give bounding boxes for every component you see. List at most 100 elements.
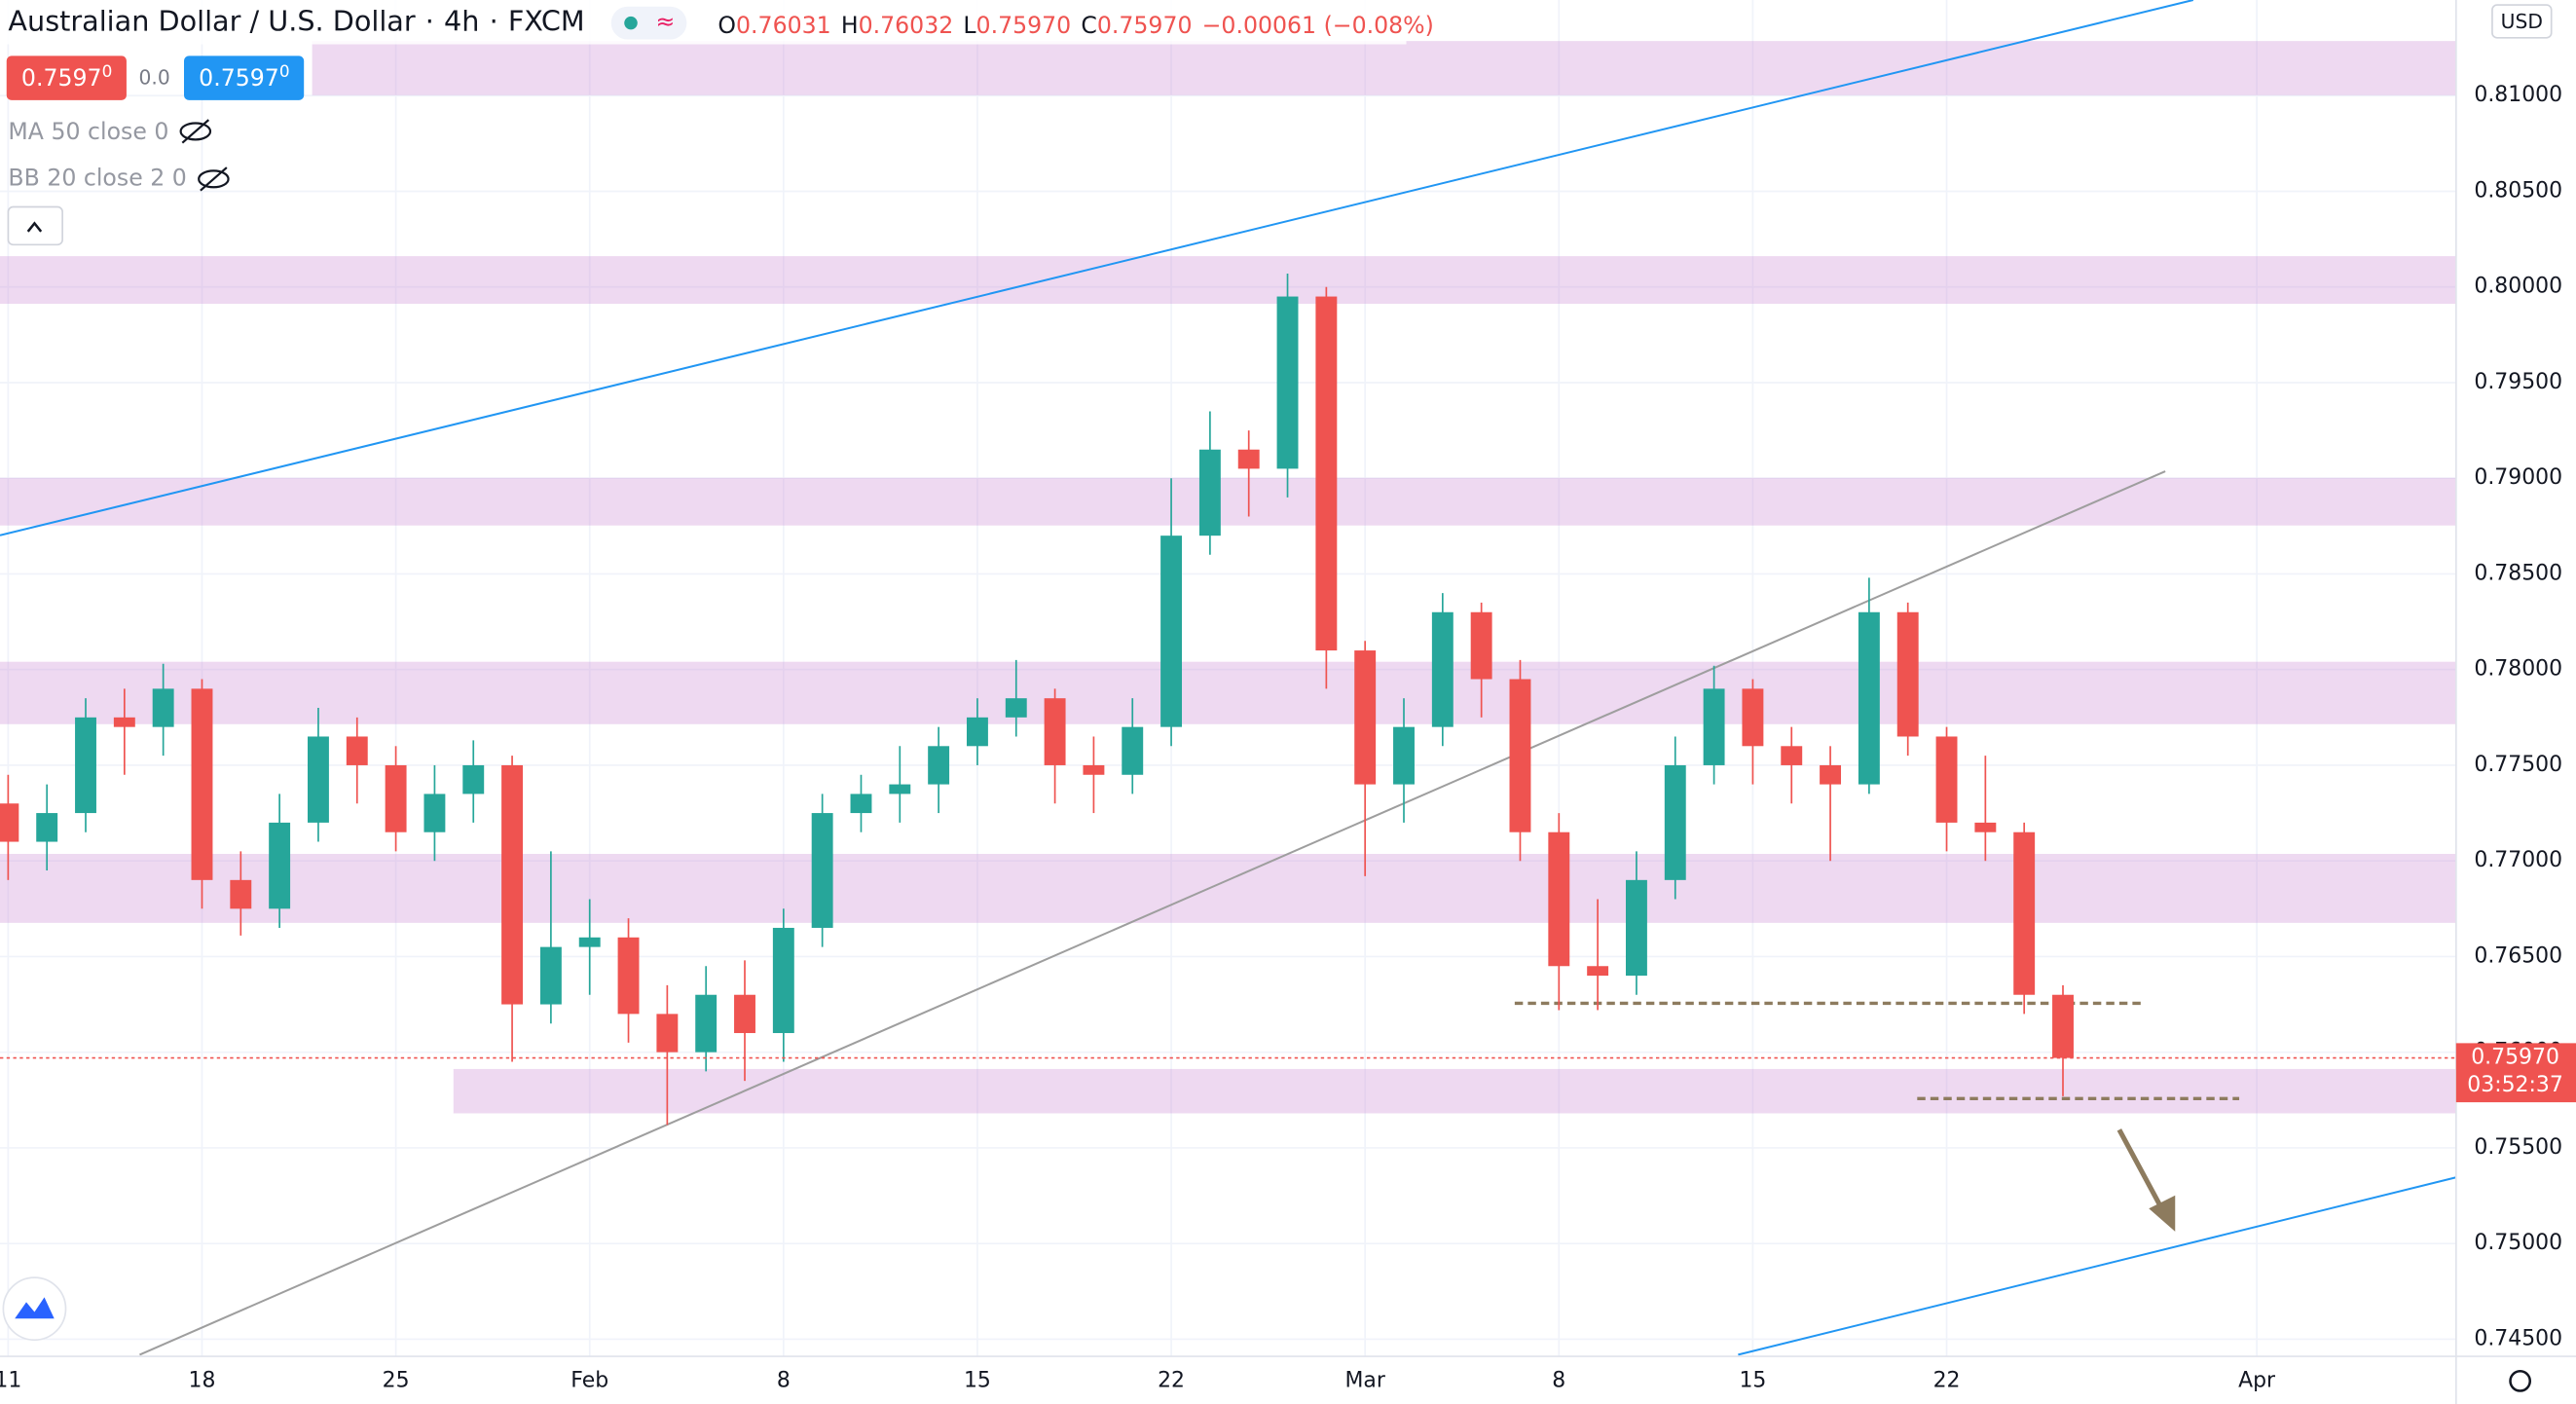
last-price-box xyxy=(2455,1043,2576,1103)
candle-body xyxy=(1354,650,1377,785)
candle-body xyxy=(1896,611,1919,737)
status-pill[interactable] xyxy=(610,6,687,40)
candle-body xyxy=(1781,746,1803,765)
price-axis xyxy=(2455,0,2576,1404)
x-tick-label: 8 xyxy=(1552,1368,1565,1392)
candle-body xyxy=(850,794,872,814)
candles xyxy=(0,273,2074,1126)
candle-body xyxy=(307,736,329,823)
candle-body xyxy=(2052,994,2074,1058)
candle-body xyxy=(1509,679,1531,832)
interval: 4h xyxy=(444,5,479,38)
sell-pip: 0 xyxy=(102,61,113,81)
candle-body xyxy=(191,688,213,880)
candle-body xyxy=(462,764,485,794)
zone xyxy=(312,41,2456,95)
ohlc: O0.76031 H0.76032 L0.75970 C0.75970 −0.00061… xyxy=(718,11,1433,38)
axes: 0.745000.750000.755000.760000.765000.770… xyxy=(0,83,2562,1392)
candle-body xyxy=(1703,688,1725,765)
spread: 0.0 xyxy=(139,65,170,89)
currency: USD xyxy=(2501,10,2543,33)
trend-line xyxy=(139,470,2166,1356)
sell-button[interactable] xyxy=(6,55,127,100)
h: 0.76032 xyxy=(859,11,954,38)
candle-body xyxy=(2013,831,2036,995)
candle-body xyxy=(1044,698,1066,765)
candle-body xyxy=(1160,536,1183,727)
candle-body xyxy=(1393,726,1415,785)
symbol-title: Australian Dollar / U.S. Dollar · 4h · FXCM xyxy=(8,5,584,38)
dot: · xyxy=(425,5,434,38)
candle-body xyxy=(152,688,174,727)
eye-slash xyxy=(200,166,228,192)
y-tick-label: 0.79000 xyxy=(2474,465,2562,490)
arrow-head xyxy=(2149,1195,2176,1232)
y-tick-label: 0.74500 xyxy=(2474,1326,2562,1350)
source: FXCM xyxy=(508,5,585,38)
zone xyxy=(453,1068,2456,1114)
y-tick-label: 0.80500 xyxy=(2474,178,2562,203)
candle-body xyxy=(1820,764,1842,785)
y-tick-label: 0.78000 xyxy=(2474,657,2562,682)
hidden-icons xyxy=(179,119,230,192)
y-tick-label: 0.79500 xyxy=(2474,370,2562,394)
candle-body xyxy=(1470,611,1492,680)
logo xyxy=(15,1297,55,1319)
x-tick-label: 22 xyxy=(1158,1368,1185,1392)
candle-body xyxy=(346,736,368,765)
candle-body xyxy=(811,813,833,928)
candle-body xyxy=(269,822,291,909)
candle-body xyxy=(734,994,755,1034)
o: 0.76031 xyxy=(736,11,831,38)
x-tick-label: Feb xyxy=(570,1368,608,1392)
y-tick-label: 0.77500 xyxy=(2474,753,2562,777)
candle-body xyxy=(385,764,407,832)
x-tick-label: 11 xyxy=(0,1368,21,1392)
currency-box[interactable] xyxy=(2491,4,2553,39)
buy-button[interactable] xyxy=(184,55,305,100)
candle-body xyxy=(0,803,19,842)
candle-body xyxy=(36,813,58,842)
eye-icon[interactable] xyxy=(198,169,230,189)
candle-body xyxy=(1276,296,1299,469)
buy-price: 0.75970 xyxy=(199,61,289,91)
zone xyxy=(0,256,2456,305)
y-tick-label: 0.75500 xyxy=(2474,1135,2562,1160)
header-bg xyxy=(0,0,1407,45)
c: 0.75970 xyxy=(1097,11,1193,38)
candle-body xyxy=(889,784,911,794)
candle-body xyxy=(1974,822,1997,832)
logo-button[interactable] xyxy=(2,1276,67,1342)
indicator[interactable]: MA 50 close 0 xyxy=(8,118,168,145)
last-price-label: 0.75970 xyxy=(2471,1046,2559,1070)
candle-body xyxy=(75,717,96,814)
eye-icon[interactable] xyxy=(179,122,212,141)
candle-body xyxy=(1858,611,1880,785)
y-tick-label: 0.78500 xyxy=(2474,561,2562,585)
x-tick-label: 15 xyxy=(964,1368,991,1392)
candle-body xyxy=(1935,736,1958,823)
indicator[interactable]: BB 20 close 2 0 xyxy=(8,164,186,191)
candle-body xyxy=(928,746,950,785)
status-dot xyxy=(624,16,638,30)
settings-icon[interactable] xyxy=(2509,1370,2532,1392)
y-tick-label: 0.81000 xyxy=(2474,83,2562,107)
candle-body xyxy=(617,937,640,1015)
y-tick-label: 0.75000 xyxy=(2474,1231,2562,1255)
chevron xyxy=(26,221,43,233)
x-tick-label: 8 xyxy=(777,1368,791,1392)
buy-pip: 0 xyxy=(279,61,290,81)
zone xyxy=(0,477,2456,526)
sell: 0.7597 xyxy=(21,63,102,91)
status-icon: ≈ xyxy=(656,8,676,35)
eye-slash xyxy=(181,119,210,144)
l: 0.75970 xyxy=(976,11,1072,38)
candle-body xyxy=(501,764,524,1005)
y-tick-label: 0.80000 xyxy=(2474,275,2562,299)
candle-body xyxy=(578,937,601,947)
candle-body xyxy=(1122,726,1144,775)
candle-body xyxy=(1548,831,1570,967)
